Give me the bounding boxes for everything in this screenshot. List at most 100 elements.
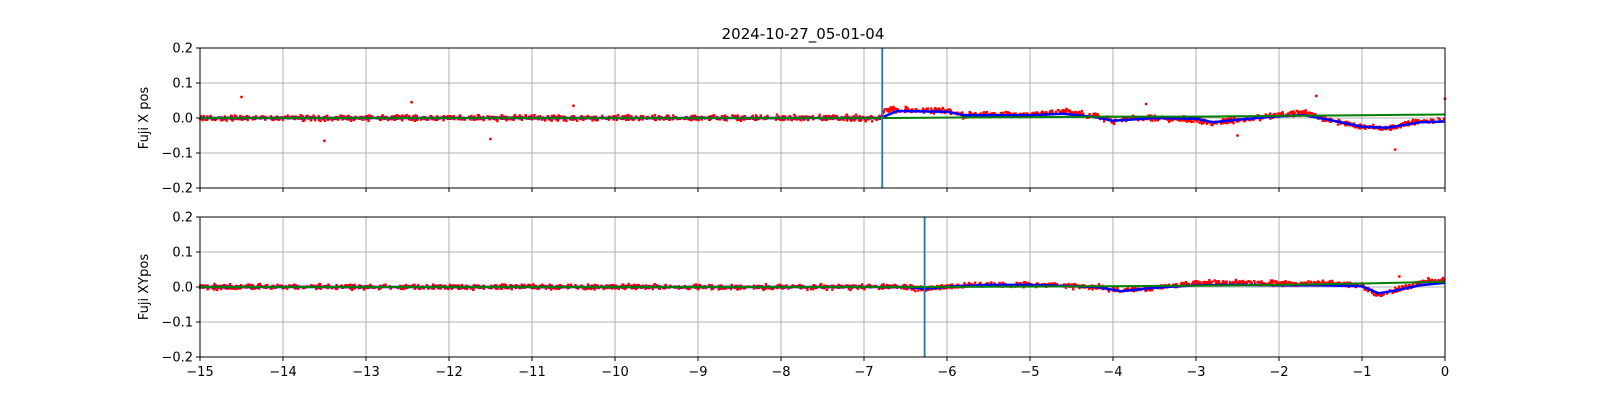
scatter-point (1253, 279, 1256, 283)
scatter-point (904, 283, 907, 287)
scatter-point (1080, 109, 1084, 113)
scatter-point (820, 282, 823, 286)
scatter-point (319, 287, 322, 290)
scatter-point (1226, 118, 1229, 121)
scatter-point (720, 287, 724, 290)
scatter-point (960, 112, 963, 115)
scatter-point (1064, 108, 1068, 112)
scatter-point (889, 106, 893, 109)
scatter-point (1072, 282, 1076, 286)
scatter-point (892, 109, 895, 112)
scatter-point (1376, 293, 1380, 296)
outlier-point (240, 95, 243, 99)
scatter-point (1200, 120, 1203, 123)
scatter-point (622, 283, 625, 287)
scatter-point (477, 114, 481, 117)
scatter-point (457, 287, 460, 290)
scatter-point (687, 287, 690, 291)
scatter-point (741, 118, 745, 121)
scatter-point (968, 283, 971, 286)
scatter-point (500, 114, 504, 117)
scatter-point (833, 114, 836, 118)
scatter-point (348, 118, 352, 121)
scatter-point (594, 118, 597, 122)
x-tick-label: 0 (1441, 365, 1449, 380)
scatter-point (518, 114, 521, 117)
scatter-point (829, 115, 833, 118)
scatter-point (249, 283, 252, 286)
scatter-point (1024, 281, 1027, 284)
scatter-point (926, 107, 930, 110)
scatter-point (1070, 283, 1073, 286)
scatter-point (576, 287, 580, 290)
scatter-point (520, 118, 524, 122)
scatter-point (1244, 116, 1248, 119)
scatter-point (617, 287, 621, 290)
scatter-point (349, 119, 353, 122)
scatter-point (1208, 278, 1211, 282)
scatter-point (1267, 282, 1270, 285)
scatter-point (788, 115, 791, 118)
scatter-point (1354, 126, 1357, 129)
scatter-point (624, 287, 628, 290)
scatter-point (1256, 280, 1260, 284)
scatter-point (554, 115, 557, 118)
scatter-point (870, 120, 874, 123)
scatter-point (1302, 110, 1306, 113)
scatter-point (575, 119, 579, 122)
scatter-point (1397, 285, 1401, 288)
scatter-point (644, 287, 647, 290)
scatter-point (1382, 293, 1385, 296)
scatter-point (1305, 281, 1309, 284)
scatter-point (276, 283, 279, 287)
scatter-point (1432, 118, 1435, 122)
scatter-point (1338, 281, 1342, 284)
scatter-point (863, 118, 866, 121)
scatter-point (405, 113, 408, 117)
scatter-point (257, 283, 260, 286)
scatter-point (472, 288, 475, 291)
scatter-point (1232, 280, 1235, 284)
scatter-point (1260, 280, 1263, 283)
scatter-point (949, 112, 953, 116)
scatter-point (230, 114, 233, 117)
scatter-point (286, 287, 289, 290)
scatter-point (228, 282, 232, 286)
scatter-point (662, 118, 666, 121)
scatter-point (582, 118, 585, 122)
scatter-point (315, 284, 318, 287)
scatter-point (1307, 280, 1310, 283)
scatter-point (1075, 283, 1078, 287)
scatter-point (783, 115, 787, 118)
scatter-point (708, 118, 712, 121)
y-tick-label: −0.2 (161, 182, 193, 197)
series-baseline (200, 113, 1446, 119)
scatter-point (612, 118, 615, 121)
scatter-point (461, 118, 464, 121)
scatter-point (926, 288, 929, 292)
scatter-point (266, 283, 269, 287)
scatter-point (1192, 280, 1195, 284)
scatter-point (783, 118, 786, 121)
scatter-point (818, 113, 821, 117)
scatter-point (587, 284, 590, 287)
scatter-point (642, 115, 645, 118)
scatter-point (1329, 120, 1332, 123)
scatter-point (557, 284, 561, 287)
scatter-point (317, 114, 320, 118)
scatter-point (550, 284, 553, 287)
scatter-point (882, 110, 886, 114)
scatter-point (319, 119, 322, 123)
scatter-point (1193, 282, 1196, 286)
scatter-point (1055, 282, 1058, 286)
scatter-point (847, 287, 851, 291)
scatter-point (1372, 293, 1376, 296)
scatter-point (720, 284, 723, 287)
scatter-point (466, 287, 469, 291)
scatter-point (1284, 280, 1287, 283)
scatter-point (615, 118, 619, 122)
scatter-point (1184, 280, 1188, 284)
scatter-point (630, 115, 633, 118)
scatter-point (938, 108, 941, 112)
scatter-point (868, 284, 872, 287)
